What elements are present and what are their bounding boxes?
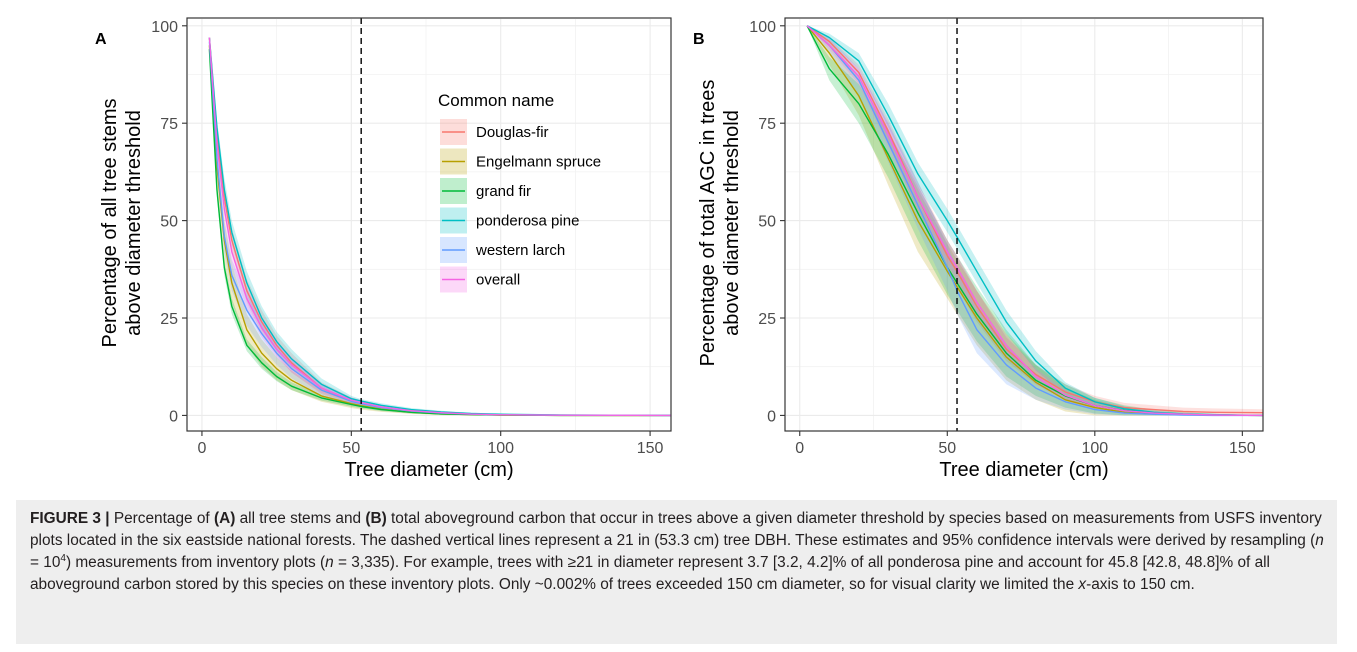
caption-text: all tree stems and <box>235 510 366 527</box>
y-tick-label: 50 <box>758 214 776 231</box>
panel-a-y-axis-label-line1: Percentage of all tree stems <box>99 98 121 347</box>
panel-b: B 0 50 100 150 0 25 50 75 100 Tree diameter (cm… <box>693 17 1264 481</box>
panel-b-y-axis-label-line1: Percentage of total AGC in trees <box>697 80 719 367</box>
y-tick-label: 75 <box>160 116 178 133</box>
y-tick-label: 25 <box>758 311 776 328</box>
y-tick-label: 100 <box>151 19 178 36</box>
caption-text: -axis to 150 cm. <box>1086 576 1195 593</box>
panel-a-letter: A <box>95 31 107 48</box>
x-tick-label: 100 <box>487 440 514 457</box>
ci-band-overall <box>807 25 1263 416</box>
legend-label: grand fir <box>476 183 531 200</box>
y-tick-label: 25 <box>160 311 178 328</box>
x-tick-label: 100 <box>1081 440 1108 457</box>
panel-b-x-axis-label: Tree diameter (cm) <box>939 459 1108 481</box>
caption-text: = 10 <box>30 554 61 571</box>
caption-panel-b: (B) <box>365 510 387 527</box>
caption-n: n <box>1315 532 1324 549</box>
x-tick-label: 150 <box>637 440 664 457</box>
legend-label: Douglas-fir <box>476 124 549 141</box>
legend: Common name Douglas-fir Engelmann spruce g… <box>438 91 601 293</box>
x-tick-label: 50 <box>938 440 956 457</box>
panel-a-series-lines <box>208 37 672 417</box>
y-tick-label: 75 <box>758 116 776 133</box>
caption-x-italic: x <box>1078 576 1087 593</box>
caption-text: ) measurements from inventory plots ( <box>65 554 326 571</box>
legend-title: Common name <box>438 91 554 110</box>
caption-superscript: 4 <box>60 552 66 564</box>
x-tick-label: 50 <box>342 440 360 457</box>
panel-b-y-axis-label-line2: above diameter threshold <box>721 110 743 336</box>
panel-a-y-axis-label-line2: above diameter threshold <box>123 110 145 336</box>
legend-label: overall <box>476 272 520 289</box>
panel-a-grid <box>187 18 671 431</box>
y-tick-label: 0 <box>169 408 178 425</box>
panel-a-x-ticks: 0 50 100 150 <box>197 431 664 457</box>
legend-item-engelmann-spruce: Engelmann spruce <box>440 148 601 175</box>
panel-a: A 0 50 100 150 0 25 50 75 100 Tree diameter (cm… <box>95 17 672 481</box>
x-tick-label: 0 <box>197 440 206 457</box>
legend-item-western-larch: western larch <box>440 237 565 263</box>
panel-b-series-lines <box>806 25 1264 417</box>
panel-a-x-axis-label: Tree diameter (cm) <box>344 459 513 481</box>
series-line-overall <box>806 25 1264 417</box>
legend-item-grand-fir: grand fir <box>440 178 531 204</box>
panel-b-letter: B <box>693 31 705 48</box>
ci-band-douglas-fir <box>807 25 1263 416</box>
y-tick-label: 100 <box>749 19 776 36</box>
x-tick-label: 150 <box>1229 440 1256 457</box>
y-tick-label: 0 <box>767 408 776 425</box>
legend-label: ponderosa pine <box>476 213 579 230</box>
figure-canvas: A 0 50 100 150 0 25 50 75 100 Tree diameter (cm… <box>95 17 1264 481</box>
panel-a-y-ticks: 0 25 50 75 100 <box>151 19 187 425</box>
panel-b-plot-frame <box>784 17 1264 432</box>
caption-label: FIGURE 3 | <box>30 510 110 527</box>
legend-item-overall: overall <box>440 266 520 293</box>
caption-text: = 3,335). For example, trees with ≥21 in… <box>30 554 1270 593</box>
caption-n: n <box>325 554 334 571</box>
x-tick-label: 0 <box>795 440 804 457</box>
y-tick-label: 50 <box>160 214 178 231</box>
legend-item-ponderosa-pine: ponderosa pine <box>440 207 579 234</box>
caption-text: total aboveground carbon that occur in t… <box>30 510 1322 549</box>
figure-caption: FIGURE 3 | Percentage of (A) all tree st… <box>16 500 1337 644</box>
legend-entries: Douglas-fir Engelmann spruce grand fir pond… <box>440 119 601 293</box>
legend-label: western larch <box>475 242 565 259</box>
legend-item-douglas-fir: Douglas-fir <box>440 119 549 145</box>
panel-b-ci-bands <box>807 25 1263 416</box>
legend-label: Engelmann spruce <box>476 154 601 171</box>
ci-band-western-larch <box>807 25 1263 416</box>
panel-b-x-ticks: 0 50 100 150 <box>795 431 1256 457</box>
series-line-western-larch <box>806 25 1263 417</box>
caption-panel-a: (A) <box>213 510 236 527</box>
series-line-overall <box>208 37 672 417</box>
caption-text: Percentage of <box>109 510 214 527</box>
panel-a-plot-frame <box>186 17 672 432</box>
series-line-douglas-fir <box>806 25 1264 414</box>
panel-a-plot-area <box>186 17 672 432</box>
panel-b-y-ticks: 0 25 50 75 100 <box>749 19 785 425</box>
